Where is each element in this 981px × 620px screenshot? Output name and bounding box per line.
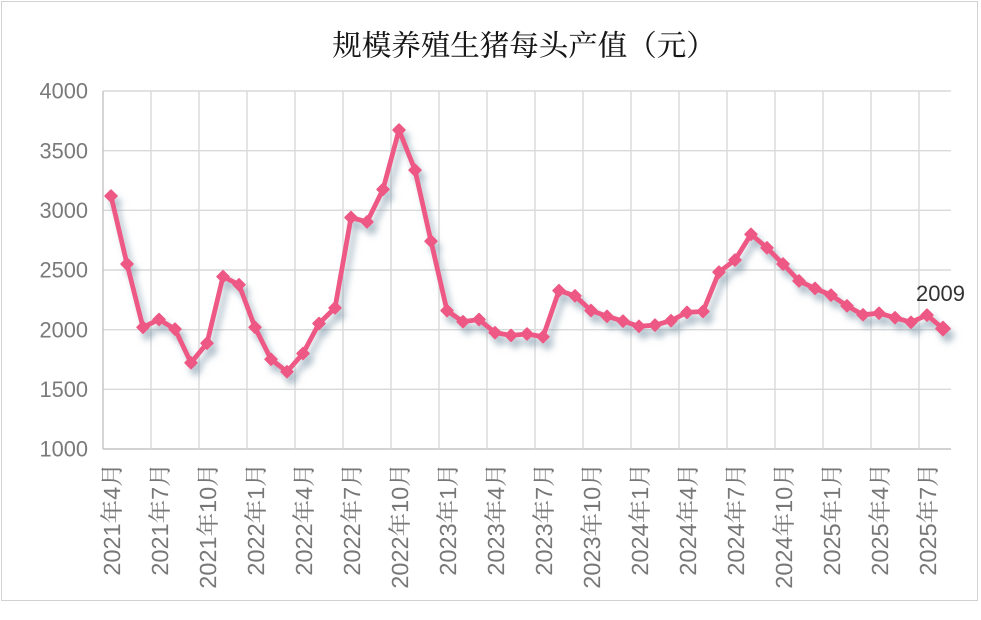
svg-text:3000: 3000 xyxy=(40,198,89,223)
svg-text:2500: 2500 xyxy=(40,258,89,283)
svg-text:2009: 2009 xyxy=(916,281,965,306)
svg-text:3500: 3500 xyxy=(40,138,89,163)
svg-text:4000: 4000 xyxy=(40,79,89,104)
svg-text:1000: 1000 xyxy=(40,437,89,462)
svg-text:1500: 1500 xyxy=(40,377,89,402)
svg-text:2000: 2000 xyxy=(40,317,89,342)
